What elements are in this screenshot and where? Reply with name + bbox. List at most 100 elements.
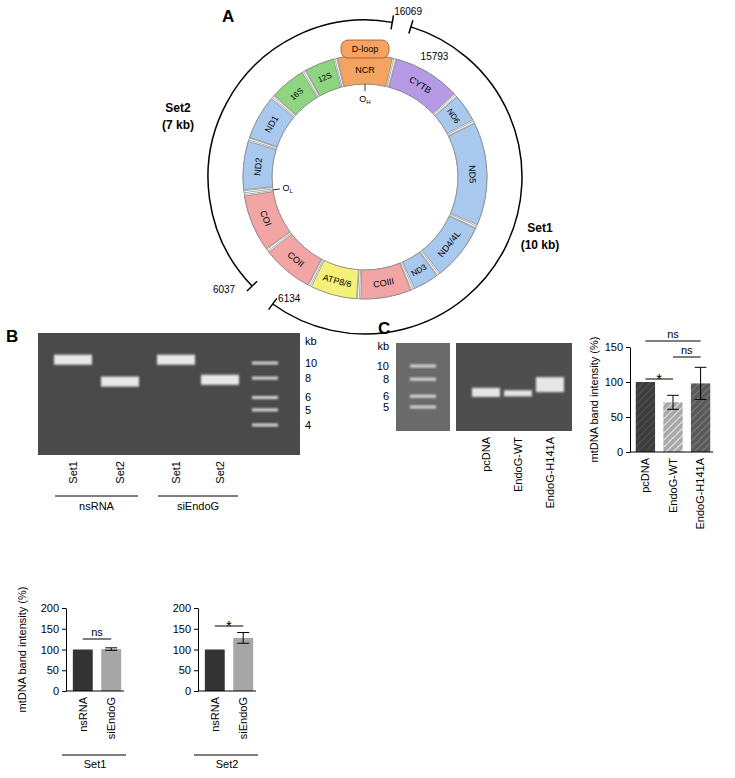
d-loop-label: D-loop <box>352 44 379 54</box>
bar-chart: 050100150200nsRNAsiEndoGSet2* <box>173 602 258 770</box>
gene-label: NCR <box>355 65 375 75</box>
bar <box>233 638 253 691</box>
tick: 50 <box>47 664 66 676</box>
tick-label: 0 <box>53 685 59 697</box>
amplicon-arc <box>208 20 392 286</box>
tick: nsRNA <box>209 691 221 732</box>
y-axis-title: mtDNA band intensity (%) <box>588 337 600 463</box>
tick-label: 100 <box>605 376 623 388</box>
tick-mark <box>62 691 66 692</box>
tick-label: 0 <box>185 685 191 697</box>
tick: EndoG-H141A <box>694 452 706 530</box>
error-bar <box>667 395 679 409</box>
tick: 100 <box>173 644 198 656</box>
gene-segment <box>306 59 341 96</box>
tick: 150 <box>173 623 198 635</box>
gene-label: ATP8/6 <box>322 272 353 289</box>
tick-mark <box>626 417 630 418</box>
gel-band <box>536 377 564 392</box>
gene-label: COIII <box>372 276 394 289</box>
error-bar-cap <box>667 395 679 396</box>
gene-label: ND3 <box>410 262 429 278</box>
gene-label: ND6 <box>445 107 462 126</box>
trna-stripe <box>359 270 360 299</box>
amplicon-end-bar <box>391 15 393 29</box>
significance-label: ns <box>667 328 679 340</box>
ladder-band <box>410 406 436 409</box>
gel-unit-label: kb <box>377 340 389 352</box>
gene-label: 16S <box>288 86 305 102</box>
tick: 200 <box>173 602 198 614</box>
error-bar-stem <box>243 632 244 643</box>
gel-c: kb10865pcDNAEndoG-WTEndoG-H141A <box>377 340 572 509</box>
group-label: siEndoG <box>177 500 219 512</box>
tick: 0 <box>617 446 630 458</box>
gel-ladder-section <box>396 343 450 431</box>
plot-marks <box>205 632 253 691</box>
tick: EndoG-WT <box>667 452 679 513</box>
lane-label: Set2 <box>114 461 126 484</box>
ladder-band <box>410 365 436 368</box>
amplicon-arc <box>273 27 522 334</box>
d-loop-box <box>341 40 389 58</box>
ladder-band <box>252 362 278 365</box>
x-axis: pcDNA EndoG-WT EndoG-H141A <box>630 452 713 530</box>
amplicon-end-bar <box>269 298 277 309</box>
lane-label: pcDNA <box>480 436 492 472</box>
tick: 0 <box>53 685 66 697</box>
error-bar-cap <box>695 399 707 400</box>
error-bar <box>695 367 707 399</box>
origin-subscript: L <box>290 188 294 194</box>
gel-unit-label: kb <box>305 335 317 347</box>
tick-label: EndoG-H141A <box>694 457 706 529</box>
lane-label: Set2 <box>214 461 226 484</box>
set-size: (7 kb) <box>162 118 194 132</box>
tick-mark <box>626 452 630 453</box>
figure-canvas: ABCNCRCYTBND6ND5ND4/4LND3COIIIATP8/6COII… <box>0 0 735 778</box>
bar <box>73 650 93 692</box>
gel-background <box>38 333 300 455</box>
tick-mark <box>626 347 630 348</box>
error-bar-stem <box>673 395 674 409</box>
plot-marks <box>636 367 710 452</box>
ladder-label: 10 <box>377 360 389 372</box>
ladder-label: 5 <box>305 404 311 416</box>
panel-label: C <box>378 319 390 338</box>
tick-mark <box>626 382 630 383</box>
amplicon-end-label: 15793 <box>421 51 449 62</box>
origin-tick <box>273 188 280 190</box>
bar <box>636 382 655 452</box>
gel-background <box>396 343 572 431</box>
tick-label: 50 <box>179 664 191 676</box>
error-bar <box>237 632 249 643</box>
tick: 50 <box>179 664 198 676</box>
origin-label: OL <box>283 183 294 194</box>
ladder-band <box>252 396 278 399</box>
genome-map: NCRCYTBND6ND5ND4/4LND3COIIIATP8/6COIICOI… <box>162 6 559 334</box>
axis-line <box>198 609 199 692</box>
tick-label: 100 <box>41 644 59 656</box>
tick: 0 <box>185 685 198 697</box>
bar <box>205 650 225 692</box>
error-bar-cap <box>105 650 117 651</box>
y-axis: 050100150200 <box>41 602 67 697</box>
gene-label: COII <box>285 250 306 270</box>
gene-label: ND4/4L <box>436 229 463 259</box>
y-axis-title: mtDNA band intensity (%) <box>16 587 28 713</box>
axis-line <box>630 452 713 453</box>
gene-label: ND2 <box>252 157 264 176</box>
gel-band <box>504 390 532 396</box>
tick-label: 150 <box>605 341 623 353</box>
gene-label: ND5 <box>467 165 477 183</box>
tick-label: EndoG-WT <box>667 458 679 513</box>
gel-band <box>54 355 92 365</box>
error-bar-cap <box>105 647 117 648</box>
tick-label: 150 <box>41 623 59 635</box>
gene-segment <box>269 234 321 284</box>
group-underline <box>55 496 138 497</box>
tick-label: pcDNA <box>639 457 651 493</box>
tick-mark <box>194 650 198 651</box>
x-axis-title: Set1 <box>84 758 107 770</box>
significance-label: ns <box>91 626 103 638</box>
amplicon-end-bar <box>409 20 413 33</box>
